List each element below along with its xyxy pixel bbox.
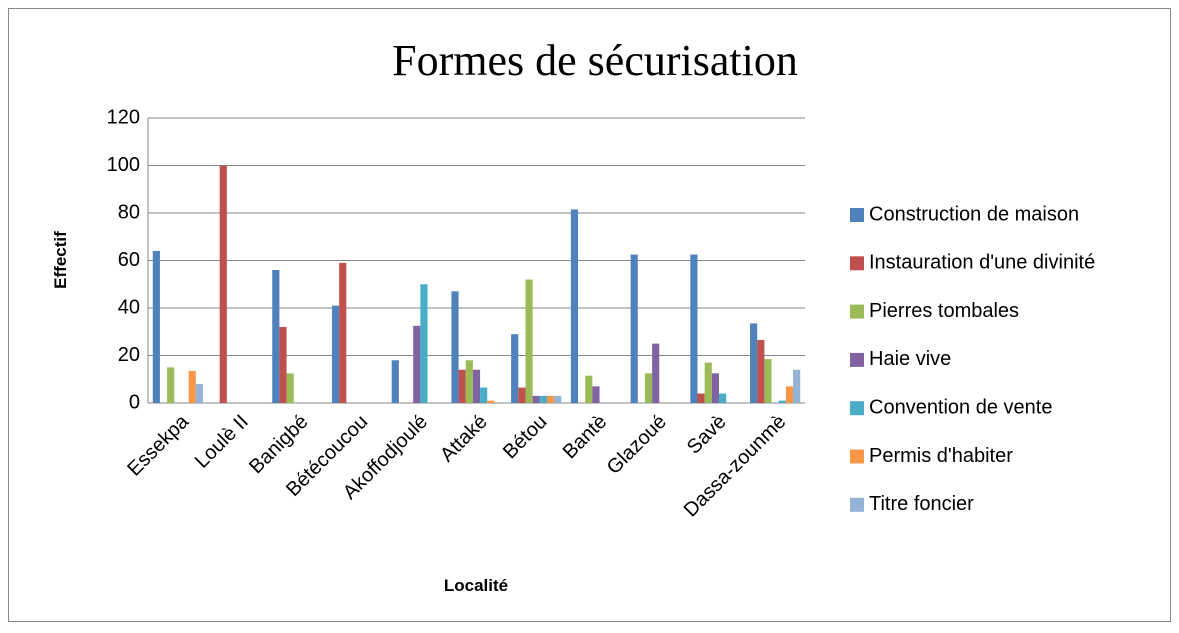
- bar: [546, 395, 555, 403]
- bar: [704, 362, 712, 403]
- bar: [480, 387, 488, 403]
- bar: [413, 325, 421, 403]
- legend-label: Haie vive: [869, 348, 951, 370]
- legend-swatch: [850, 304, 864, 319]
- bar: [778, 400, 786, 403]
- bar: [167, 367, 175, 403]
- y-tick-label: 20: [118, 344, 140, 366]
- bar: [339, 262, 347, 403]
- chart-border: [8, 8, 1171, 622]
- bar: [644, 373, 653, 403]
- bar: [458, 369, 466, 403]
- bar: [465, 360, 473, 403]
- legend-swatch: [850, 208, 864, 222]
- bar: [697, 393, 705, 403]
- legend-swatch: [850, 352, 864, 367]
- y-tick-label: 0: [129, 391, 140, 413]
- chart-title: Formes de sécurisation: [392, 36, 798, 85]
- y-tick-label: 120: [107, 106, 140, 128]
- bar: [279, 327, 287, 403]
- legend-swatch: [850, 256, 864, 271]
- bar: [391, 360, 399, 403]
- bar: [219, 165, 227, 403]
- bar: [757, 340, 765, 403]
- legend-label: Instauration d'une divinité: [869, 252, 1095, 274]
- bar: [750, 323, 758, 403]
- legend-swatch: [850, 497, 864, 512]
- bar: [525, 279, 533, 403]
- bar: [518, 387, 526, 403]
- legend-label: Titre foncier: [869, 493, 974, 515]
- legend-label: Construction de maison: [869, 203, 1079, 225]
- legend-swatch: [850, 401, 864, 416]
- bar: [570, 209, 579, 403]
- bar: [711, 373, 719, 403]
- bar: [152, 251, 160, 403]
- y-tick-label: 60: [118, 249, 140, 271]
- bar: [188, 370, 196, 403]
- bar: [785, 386, 794, 403]
- bar: [331, 305, 340, 403]
- bar: [539, 395, 547, 403]
- bar: [487, 400, 495, 403]
- y-tick-label: 40: [118, 296, 140, 318]
- bar: [532, 395, 540, 403]
- bar: [451, 291, 459, 403]
- bar: [630, 254, 638, 403]
- bar: [652, 343, 660, 403]
- bar: [554, 395, 562, 403]
- bar: [511, 334, 519, 403]
- legend-swatch: [850, 449, 864, 464]
- bar: [472, 369, 481, 403]
- legend-label: Convention de vente: [869, 396, 1052, 418]
- legend-label: Permis d'habiter: [869, 445, 1013, 467]
- y-tick-label: 80: [118, 201, 140, 223]
- bar: [690, 254, 698, 403]
- bar: [764, 359, 772, 403]
- bar: [793, 369, 801, 403]
- bar: [195, 384, 203, 403]
- bar: [585, 375, 593, 403]
- bar: [420, 284, 428, 403]
- legend-label: Pierres tombales: [869, 300, 1019, 322]
- x-axis-label: Localité: [444, 576, 508, 595]
- y-tick-label: 100: [107, 154, 140, 176]
- bar: [592, 386, 600, 403]
- bar: [272, 270, 280, 403]
- bar: [286, 373, 294, 403]
- y-axis-label: Effectif: [51, 231, 70, 289]
- bar: [718, 393, 727, 403]
